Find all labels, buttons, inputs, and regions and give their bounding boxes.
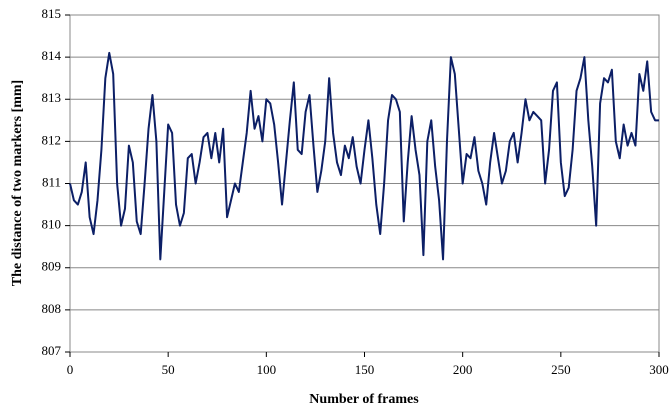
- x-tick-label: 200: [453, 362, 473, 377]
- y-tick-label: 814: [42, 48, 62, 63]
- x-axis-label: Number of frames: [309, 392, 419, 407]
- y-axis-label: The distance of two markers [mm]: [10, 80, 25, 286]
- y-tick-label: 810: [42, 217, 62, 232]
- x-tick-label: 100: [257, 362, 277, 377]
- y-tick-label: 815: [42, 6, 62, 21]
- x-tick-label: 250: [551, 362, 571, 377]
- y-tick-label: 809: [42, 259, 62, 274]
- y-tick-label: 812: [42, 132, 62, 147]
- x-tick-label: 50: [162, 362, 175, 377]
- data-line: [69, 51, 659, 261]
- y-tick-label: 808: [42, 301, 62, 316]
- y-tick-label: 811: [42, 174, 61, 189]
- x-tick-label: 0: [67, 362, 74, 377]
- x-tick-label: 150: [355, 362, 375, 377]
- y-tick-label: 813: [42, 90, 62, 105]
- x-tick-label: 300: [649, 362, 669, 377]
- y-tick-label: 807: [42, 343, 62, 358]
